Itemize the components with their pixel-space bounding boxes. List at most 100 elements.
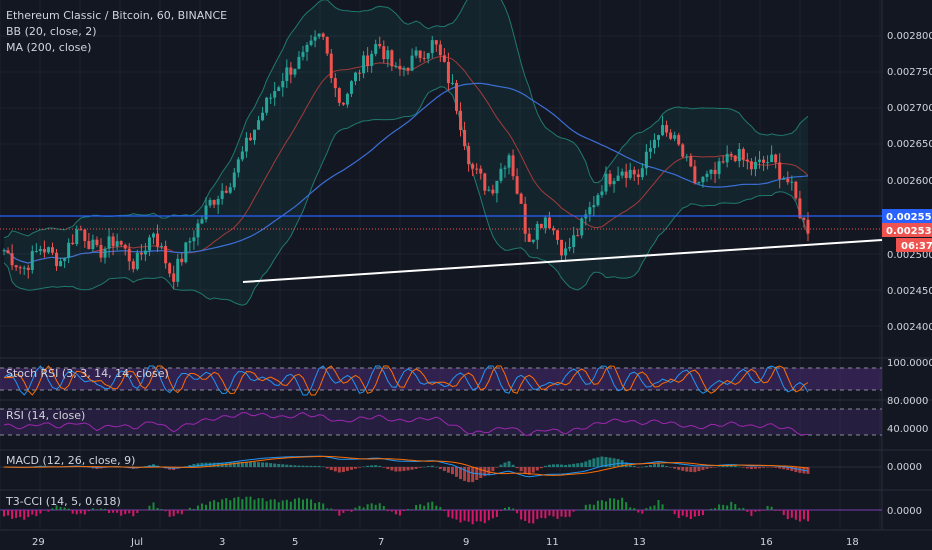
price-tick: 0.002450: [887, 286, 932, 297]
candle-body: [576, 235, 580, 237]
cci-bar: [47, 510, 50, 512]
cci-bar: [556, 510, 559, 519]
macd-bar: [786, 467, 790, 470]
cci-bar: [350, 510, 353, 512]
cci-bar: [91, 508, 94, 510]
candle-body: [160, 245, 164, 247]
cci-bar: [253, 499, 256, 510]
macd-bar: [657, 463, 660, 467]
candle-body: [75, 229, 79, 244]
cci-bar: [544, 510, 547, 519]
cci-bar: [342, 510, 345, 513]
cci-bar: [722, 504, 725, 510]
bb-lower-line: [3, 86, 809, 306]
macd-bar: [511, 464, 515, 467]
candle-body: [568, 246, 572, 249]
macd-bar: [539, 467, 543, 469]
cci-bar: [548, 510, 551, 516]
cci-bar: [217, 502, 220, 510]
rsi-legend: RSI (14, close): [6, 409, 85, 422]
candle-body: [446, 61, 450, 84]
cci-bar: [293, 498, 296, 510]
candle-body: [547, 217, 551, 229]
macd-bar: [576, 463, 580, 467]
macd-bar: [806, 467, 810, 474]
candle-body: [434, 40, 438, 45]
cci-bar: [192, 508, 195, 510]
macd-bar: [531, 467, 535, 473]
cci-bar: [512, 508, 515, 510]
time-label: 29: [32, 537, 45, 548]
cci-bar: [471, 510, 474, 525]
macd-bar: [584, 461, 588, 467]
candle-body: [26, 267, 30, 271]
candle-body: [406, 67, 410, 71]
candle-body: [430, 40, 434, 54]
ascending-trendline[interactable]: [242, 239, 883, 283]
cci-bar: [314, 503, 317, 510]
candle-body: [539, 223, 543, 229]
candle-body: [560, 239, 564, 256]
macd-bar: [402, 467, 406, 471]
cci-bar: [415, 504, 418, 510]
cci-bar: [419, 504, 422, 510]
cci-bar: [108, 510, 111, 514]
candle-body: [95, 239, 99, 246]
price-tick: 0.002750: [887, 67, 932, 78]
cci-bar: [184, 510, 187, 511]
macd-bar: [325, 467, 329, 469]
macd-bar: [596, 457, 600, 467]
candle-body: [766, 162, 770, 164]
cci-bar: [459, 510, 462, 523]
candle-body: [556, 230, 559, 240]
candle-body: [358, 72, 362, 74]
cci-bar: [59, 506, 62, 510]
cci-bar: [188, 507, 191, 510]
cci-bar: [802, 510, 805, 520]
countdown-label: 06:37: [901, 241, 932, 252]
horizontal-level-label: 0.002551: [886, 212, 932, 223]
bb-legend: BB (20, close, 2): [6, 25, 97, 38]
cci-bar: [580, 509, 583, 510]
candle-body: [14, 265, 18, 268]
macd-bar: [717, 466, 721, 467]
cci-bar: [160, 509, 163, 510]
macd-bar: [418, 467, 422, 468]
cci-bar: [609, 498, 612, 510]
macd-bar: [685, 467, 689, 472]
candle-body: [111, 236, 115, 247]
cci-bar: [233, 497, 236, 510]
candle-body: [30, 251, 34, 271]
macd-bar: [652, 464, 656, 467]
candlesticks[interactable]: [2, 30, 810, 289]
macd-bar: [370, 465, 374, 467]
candle-body: [604, 173, 608, 192]
macd-bar: [495, 467, 499, 468]
candle-body: [515, 176, 519, 194]
candle-body: [139, 252, 143, 255]
bb-basis-line: [3, 55, 809, 264]
candle-body: [628, 169, 632, 179]
macd-bar: [519, 467, 523, 472]
candle-body: [192, 237, 196, 242]
cci-bar: [43, 510, 46, 511]
cci-bar: [140, 509, 143, 511]
candle-body: [495, 180, 499, 194]
cci-bar: [645, 508, 648, 510]
macd-bar: [374, 465, 378, 467]
cci-bar: [528, 510, 531, 524]
time-axis[interactable]: 29 Jul 3 5 7 9 11 13 16 18: [32, 537, 859, 548]
candle-body: [572, 235, 576, 247]
price-axis[interactable]: 0.002800 0.002750 0.002700 0.002650 0.00…: [882, 31, 932, 517]
cci-bar: [144, 510, 147, 511]
bollinger-band-fill: [4, 0, 808, 306]
cci-bar: [83, 510, 86, 515]
candle-body: [386, 50, 390, 60]
bb-upper-line: [3, 0, 809, 239]
candle-body: [46, 247, 50, 253]
macd-bar: [337, 467, 341, 473]
candle-body: [147, 237, 151, 251]
cci-bar: [641, 510, 644, 514]
